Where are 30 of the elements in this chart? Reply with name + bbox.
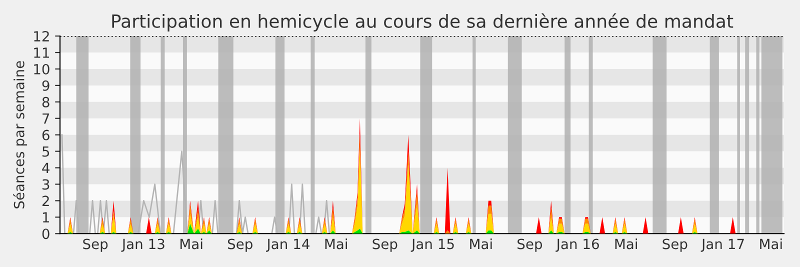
y-tick-label: 12 bbox=[34, 31, 49, 42]
x-tick-label: Sep bbox=[228, 238, 252, 252]
y-tick-label: 7 bbox=[42, 114, 50, 124]
y-tick-label: 5 bbox=[42, 146, 50, 157]
x-tick-label: Mai bbox=[325, 238, 347, 250]
x-tick-label: Sep bbox=[662, 238, 688, 252]
x-tick-label: Mai bbox=[180, 238, 202, 250]
y-tick-label: 4 bbox=[42, 162, 50, 174]
y-axis-title: Séances par semaine bbox=[13, 61, 28, 208]
y-tick-label: 3 bbox=[42, 179, 50, 190]
x-tick-label: Jan 17 bbox=[700, 238, 744, 252]
chart-title: Participation en hemicycle au cours de sa dernière année de mandat bbox=[112, 13, 734, 32]
y-tick-label: 0 bbox=[42, 228, 50, 240]
y-tick-label: 10 bbox=[34, 64, 50, 74]
x-tick-label: Jan 15 bbox=[410, 238, 454, 252]
y-tick-label: 8 bbox=[42, 96, 50, 108]
y-tick-label: 2 bbox=[42, 196, 49, 206]
x-tick-label: Jan 16 bbox=[556, 238, 599, 252]
y-tick-label: 9 bbox=[42, 80, 50, 91]
y-tick-label: 1 bbox=[42, 212, 49, 222]
x-tick-label: Mai bbox=[615, 238, 637, 250]
x-tick-label: Jan 14 bbox=[266, 238, 310, 252]
x-tick-label: Sep bbox=[372, 238, 398, 252]
y-tick-label: 6 bbox=[42, 130, 50, 140]
x-tick-label: Mai bbox=[470, 238, 492, 250]
x-tick-label: Sep bbox=[83, 238, 108, 252]
x-tick-label: Jan 13 bbox=[121, 238, 164, 252]
y-tick-label: 11 bbox=[34, 48, 49, 58]
x-tick-label: Sep bbox=[518, 238, 542, 252]
x-tick-label: Mai bbox=[760, 238, 782, 250]
